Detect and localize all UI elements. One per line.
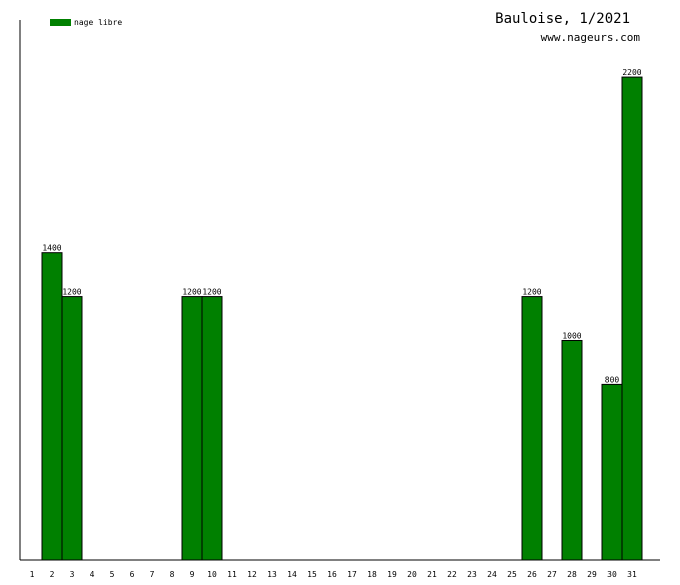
value-label-day-9: 1200 [182, 288, 201, 297]
x-tick-label: 8 [170, 570, 175, 579]
bar-day-9 [181, 296, 203, 561]
value-label-day-30: 800 [605, 375, 620, 384]
value-label-day-28: 1000 [562, 331, 581, 340]
x-tick-label: 29 [587, 570, 597, 579]
chart-subtitle: www.nageurs.com [541, 31, 641, 44]
bars [41, 76, 643, 561]
bar-day-10 [201, 296, 223, 561]
x-tick-label: 3 [70, 570, 75, 579]
x-tick-label: 28 [567, 570, 577, 579]
x-tick-label: 15 [307, 570, 317, 579]
x-tick-label: 2 [50, 570, 55, 579]
legend: nage libre [50, 18, 122, 27]
x-tick-label: 31 [627, 570, 637, 579]
bar-day-3 [61, 296, 83, 561]
value-label-day-10: 1200 [202, 288, 221, 297]
value-label-day-2: 1400 [42, 244, 61, 253]
x-tick-label: 19 [387, 570, 397, 579]
bar-day-30 [601, 383, 623, 561]
x-tick-label: 26 [527, 570, 537, 579]
x-tick-label: 12 [247, 570, 257, 579]
x-tick-label: 30 [607, 570, 617, 579]
x-tick-label: 14 [287, 570, 297, 579]
legend-label: nage libre [74, 18, 122, 27]
x-tick-label: 13 [267, 570, 277, 579]
x-tick-label: 25 [507, 570, 517, 579]
bar-day-2 [41, 252, 63, 561]
value-label-day-26: 1200 [522, 288, 541, 297]
x-tick-label: 20 [407, 570, 417, 579]
value-label-day-3: 1200 [62, 288, 81, 297]
x-tick-label: 11 [227, 570, 237, 579]
x-tick-label: 21 [427, 570, 437, 579]
x-tick-labels: 1 2 3 4 5 6 7 8 9 10 11 12 13 14 15 16 17 18 19 20 21 22 23 24 2… [30, 570, 637, 579]
x-tick-label: 23 [467, 570, 477, 579]
chart-title: Bauloise, 1/2021 [495, 11, 630, 27]
x-tick-label: 6 [130, 570, 135, 579]
x-tick-label: 1 [30, 570, 35, 579]
x-tick-label: 9 [190, 570, 195, 579]
legend-swatch [50, 19, 71, 26]
x-tick-label: 7 [150, 570, 155, 579]
x-tick-label: 5 [110, 570, 115, 579]
x-tick-label: 22 [447, 570, 457, 579]
x-tick-label: 17 [347, 570, 357, 579]
x-tick-label: 18 [367, 570, 377, 579]
bar-day-28 [561, 339, 583, 561]
bar-day-31 [621, 76, 643, 561]
x-tick-label: 27 [547, 570, 557, 579]
x-tick-label: 16 [327, 570, 337, 579]
bar-day-26 [521, 296, 543, 561]
axes [19, 20, 660, 561]
x-tick-label: 24 [487, 570, 497, 579]
x-tick-label: 10 [207, 570, 217, 579]
x-tick-label: 4 [90, 570, 95, 579]
value-label-day-31: 2200 [622, 68, 641, 77]
